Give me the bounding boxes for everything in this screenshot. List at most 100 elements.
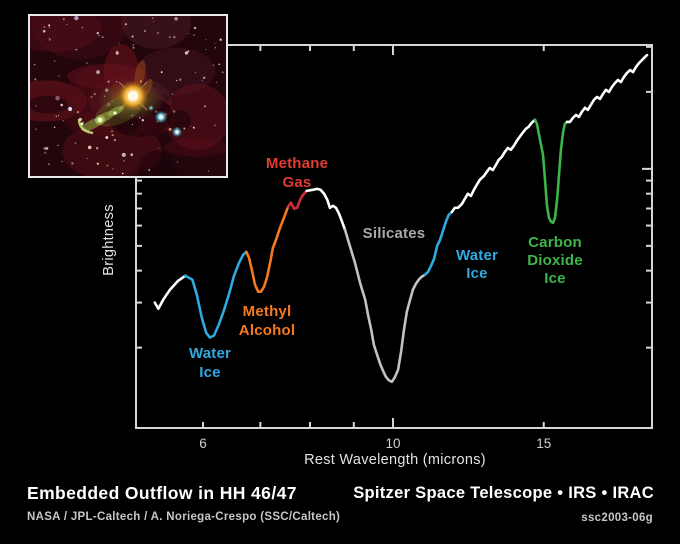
- star: [71, 162, 74, 165]
- star: [132, 44, 135, 46]
- star: [111, 134, 114, 137]
- star: [45, 146, 49, 150]
- star: [55, 95, 60, 101]
- series-continuum-start: [153, 274, 187, 311]
- star: [53, 126, 56, 128]
- star: [48, 24, 51, 27]
- dark-patch: [167, 110, 192, 132]
- star: [96, 162, 99, 165]
- feature-label-methane-gas: Methane: [266, 155, 328, 172]
- star: [76, 110, 80, 114]
- star: [221, 71, 224, 74]
- series-continuum-end: [565, 53, 649, 124]
- star: [160, 71, 163, 74]
- star: [115, 51, 119, 55]
- star: [205, 48, 207, 50]
- star: [169, 36, 171, 38]
- feature-labels: WaterIceMethylAlcoholMethaneGasSilicates…: [189, 155, 583, 381]
- nebula-cloud: [30, 16, 102, 52]
- star: [121, 172, 124, 175]
- star: [74, 16, 79, 21]
- star: [55, 115, 57, 117]
- star: [204, 105, 207, 108]
- star: [90, 95, 93, 99]
- star: [112, 167, 114, 170]
- star: [74, 142, 77, 145]
- star: [183, 127, 186, 130]
- nebula-cloud: [73, 66, 107, 131]
- star: [203, 76, 206, 79]
- plot-border: [135, 44, 653, 429]
- star: [157, 147, 159, 149]
- star: [44, 151, 47, 154]
- star: [123, 159, 125, 162]
- star: [107, 80, 110, 83]
- star: [130, 153, 134, 156]
- star: [131, 123, 133, 125]
- series-continuum-peak: [305, 187, 347, 232]
- star: [215, 81, 218, 84]
- feature-label-methyl-alcohol: Alcohol: [239, 322, 295, 339]
- star: [151, 17, 154, 19]
- star: [176, 161, 179, 163]
- star: [87, 145, 92, 150]
- star: [111, 130, 113, 133]
- image-id: ssc2003-06g: [581, 512, 653, 524]
- star: [35, 128, 37, 130]
- series-methyl-alcohol: [245, 205, 290, 294]
- credit-line: NASA / JPL-Caltech / A. Noriega-Crespo (…: [27, 511, 341, 523]
- star: [214, 47, 216, 49]
- star: [179, 78, 182, 81]
- star: [48, 26, 51, 28]
- star: [219, 38, 222, 41]
- spectrum-curve: [153, 53, 649, 384]
- star: [121, 152, 126, 157]
- nebula-cloud: [121, 16, 191, 49]
- star: [43, 147, 46, 150]
- star: [141, 119, 144, 122]
- star: [187, 50, 190, 53]
- star: [94, 93, 96, 95]
- bow-shock: [77, 118, 94, 135]
- x-tick-label: 15: [536, 436, 551, 451]
- x-tick-label: 10: [385, 436, 400, 451]
- x-axis-title: Rest Wavelength (microns): [304, 452, 486, 468]
- star: [205, 39, 207, 41]
- star: [101, 36, 104, 39]
- star: [53, 60, 56, 63]
- series-continuum-rise: [450, 118, 537, 214]
- feature-label-water-ice-2: Water: [456, 247, 498, 264]
- star: [176, 79, 178, 82]
- x-tick-label: 6: [199, 436, 207, 451]
- star: [152, 20, 154, 22]
- feature-label-methane-gas: Gas: [283, 174, 312, 191]
- star: [168, 127, 172, 131]
- star: [33, 63, 36, 66]
- star: [192, 126, 195, 129]
- star: [66, 23, 68, 25]
- star: [207, 170, 209, 172]
- star: [48, 163, 50, 166]
- feature-label-carbon-dioxide-ice: Ice: [544, 270, 565, 287]
- star: [116, 50, 119, 53]
- star: [96, 70, 100, 75]
- star: [43, 26, 46, 29]
- star: [143, 29, 146, 33]
- star: [75, 48, 78, 51]
- star: [132, 46, 135, 49]
- star: [96, 31, 100, 35]
- series-carbon-dioxide-ice: [533, 118, 569, 225]
- feature-label-carbon-dioxide-ice: Dioxide: [527, 252, 583, 269]
- star: [193, 34, 195, 36]
- star: [49, 39, 51, 41]
- star: [81, 26, 84, 29]
- inset-image: [28, 14, 228, 178]
- nebula-cloud: [32, 16, 127, 60]
- star: [148, 169, 151, 171]
- dark-patch: [137, 150, 176, 176]
- nebula-cloud: [62, 122, 162, 176]
- dark-patch: [129, 167, 187, 176]
- star: [171, 93, 174, 95]
- star: [86, 157, 88, 159]
